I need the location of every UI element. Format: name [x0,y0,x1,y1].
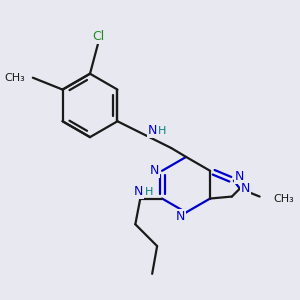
Text: Cl: Cl [92,30,104,43]
Text: N: N [149,164,159,177]
Text: N: N [176,210,185,223]
Text: N: N [241,182,250,195]
Text: N: N [148,124,157,137]
Text: H: H [145,187,153,196]
Text: H: H [158,126,166,136]
Text: CH₃: CH₃ [4,73,25,83]
Text: N: N [134,185,143,198]
Text: CH₃: CH₃ [274,194,294,203]
Text: N: N [235,170,244,183]
